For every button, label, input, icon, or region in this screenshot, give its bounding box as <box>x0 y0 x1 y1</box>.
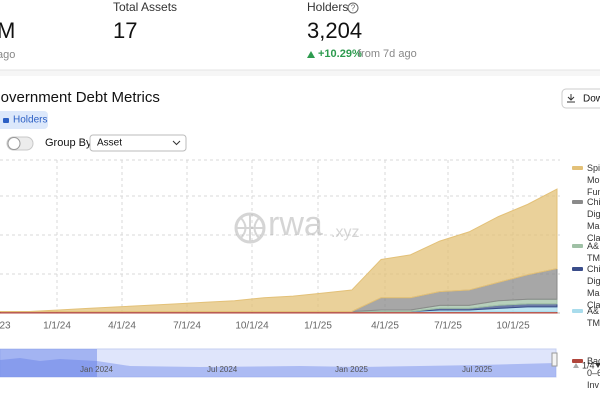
x-tick-label: 23 <box>0 321 11 332</box>
legend-item[interactable]: Chi Dig Ma Cla <box>572 263 600 311</box>
legend-label: A& TM <box>587 306 600 328</box>
x-ticks: 23 1/1/24 4/1/24 7/1/24 10/1/24 1/1/25 4/1/25 7… <box>0 321 530 332</box>
areas <box>0 188 558 314</box>
legend-item[interactable]: Spi Mo Fun <box>572 162 600 198</box>
legend-next[interactable] <box>595 363 600 368</box>
watermark-text: rwa <box>268 205 323 243</box>
stat-label: Total Assets <box>113 0 177 14</box>
group-select[interactable] <box>89 134 187 152</box>
area <box>0 188 558 312</box>
x-tick-label: 7/1/25 <box>434 321 462 332</box>
x-tick-label: 1/1/25 <box>304 321 332 332</box>
navigator-label: Jan 2024 <box>80 365 113 374</box>
up-arrow <box>307 51 315 58</box>
navigator-area <box>0 358 556 377</box>
legend-swatch <box>572 244 583 248</box>
legend-label: A& TM <box>587 241 600 263</box>
toggle-knob <box>7 137 21 150</box>
legend-prev[interactable] <box>573 363 579 368</box>
x-tick-label: 10/1/25 <box>496 321 530 332</box>
x-tick-label: 4/1/24 <box>108 321 136 332</box>
legend-item[interactable]: Chi Dig Ma Cla <box>572 196 600 244</box>
legend-item[interactable]: A& TM <box>572 240 600 264</box>
stat-value: 17 <box>113 18 137 43</box>
legend-label: Chi Dig Ma Cla <box>587 197 600 243</box>
divider <box>0 70 600 76</box>
legend-label: Bac 0–6 Inv <box>587 356 600 390</box>
chevron <box>172 140 181 146</box>
download-button[interactable] <box>561 88 600 109</box>
navigator-labels: Jan 2024 Jul 2024 Jan 2025 Jul 2025 <box>80 365 493 374</box>
stat-value: M <box>0 18 15 43</box>
navigator-handle[interactable] <box>551 352 558 367</box>
x-tick-label: 4/1/25 <box>371 321 399 332</box>
watermark-suffix: .xyz <box>331 224 359 241</box>
legend-item[interactable]: A& TM <box>572 305 600 329</box>
legend-swatch <box>572 267 583 271</box>
legend-swatch <box>572 359 583 363</box>
legend-swatch <box>572 309 583 313</box>
x-tick-label: 1/1/24 <box>43 321 71 332</box>
legend-label: Spi Mo Fun <box>587 163 600 197</box>
download-label: Download <box>583 94 600 105</box>
legend-label: Chi Dig Ma Cla <box>587 264 600 310</box>
stat-caption: ago <box>0 49 15 61</box>
navigator-label: Jul 2025 <box>462 365 493 374</box>
stat-value: 3,204 <box>307 18 362 43</box>
legend-item[interactable]: Bac 0–6 Inv <box>572 355 600 391</box>
tab-button[interactable] <box>0 111 48 129</box>
navigator-selection <box>0 349 97 377</box>
lock-icon <box>3 118 9 123</box>
stat-label: Holders <box>307 0 348 14</box>
legend-swatch <box>572 166 583 170</box>
stat-change: +10.29% <box>318 48 362 60</box>
watermark: rwa .xyz <box>234 205 359 244</box>
legend-swatch <box>572 200 583 204</box>
group-select-value: Asset <box>97 138 122 149</box>
download-icon <box>567 94 575 103</box>
tab-label: Holders <box>13 115 47 126</box>
navigator-label: Jul 2024 <box>207 365 238 374</box>
x-tick-label: 7/1/24 <box>173 321 201 332</box>
group-by-label: Group By <box>45 137 92 149</box>
help-icon-mark: ? <box>351 4 356 13</box>
stat-caption: from 7d ago <box>358 48 417 60</box>
navigator-label: Jan 2025 <box>335 365 368 374</box>
legend-page: 1/4 <box>582 360 595 370</box>
panel-title: Government Debt Metrics <box>0 89 160 106</box>
help-icon[interactable] <box>347 2 359 14</box>
x-tick-label: 10/1/24 <box>235 321 269 332</box>
